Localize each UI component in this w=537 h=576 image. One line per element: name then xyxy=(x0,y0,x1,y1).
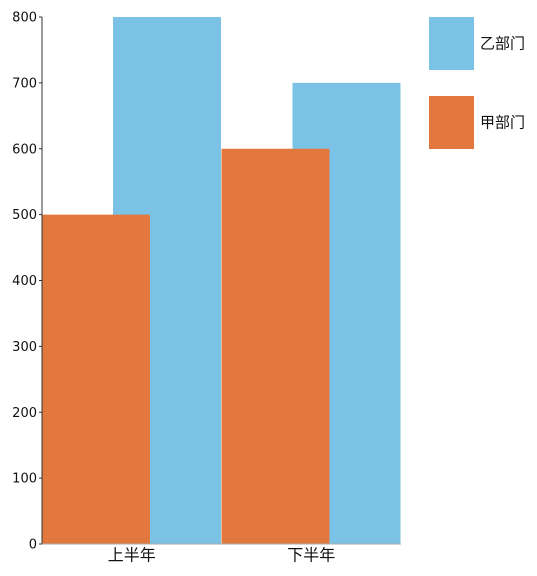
legend-label: 乙部门 xyxy=(480,35,525,53)
y-tick-label: 500 xyxy=(12,208,37,223)
x-tick-label: 上半年 xyxy=(108,546,156,565)
y-tick-label: 0 xyxy=(29,538,37,553)
y-tick-label: 300 xyxy=(12,340,37,355)
y-tick-label: 600 xyxy=(12,142,37,157)
bar xyxy=(42,214,150,544)
legend-swatch xyxy=(429,96,474,149)
x-tick-label: 下半年 xyxy=(287,546,335,565)
y-tick-label: 800 xyxy=(12,11,37,26)
y-tick-label: 200 xyxy=(12,406,37,421)
y-tick-label: 400 xyxy=(12,274,37,289)
legend-swatch xyxy=(429,17,474,70)
legend-label: 甲部门 xyxy=(480,114,525,132)
y-tick-label: 100 xyxy=(12,472,37,487)
bar xyxy=(221,148,330,544)
y-tick-label: 700 xyxy=(12,76,37,91)
